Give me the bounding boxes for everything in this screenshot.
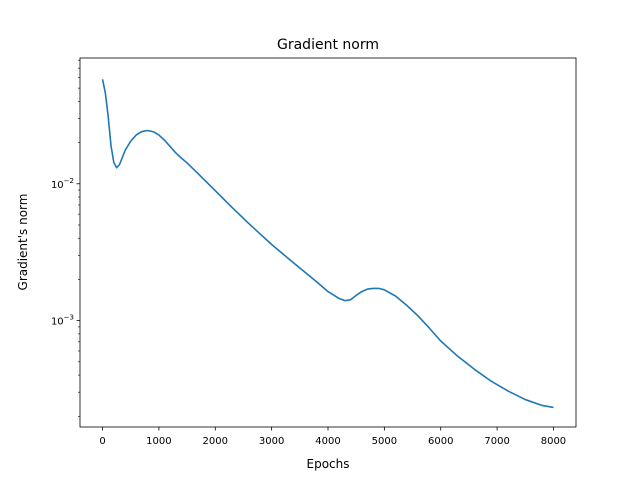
x-tick-label: 4000 xyxy=(315,436,340,447)
x-tick-label: 3000 xyxy=(259,436,284,447)
x-tick-label: 7000 xyxy=(484,436,509,447)
x-tick-label: 5000 xyxy=(372,436,397,447)
x-tick-label: 6000 xyxy=(428,436,453,447)
series-line-0 xyxy=(101,79,554,409)
x-axis-label: Epochs xyxy=(307,457,350,471)
x-tick-label: 2000 xyxy=(203,436,228,447)
plot-area xyxy=(101,79,554,409)
y-axis-label: Gradient's norm xyxy=(16,194,30,291)
axes-frame xyxy=(79,57,577,428)
y-tick-label: 10−3 xyxy=(51,314,74,328)
x-tick-label: 0 xyxy=(99,436,105,447)
chart-title: Gradient norm xyxy=(277,37,379,53)
x-tick-label: 8000 xyxy=(541,436,566,447)
y-tick-label: 10−2 xyxy=(51,177,74,191)
axis-ticks: 0 1000 2000 3000 4000 5000 6000 7000 8000 10−3 10−… xyxy=(51,59,566,447)
x-tick-label: 1000 xyxy=(146,436,171,447)
